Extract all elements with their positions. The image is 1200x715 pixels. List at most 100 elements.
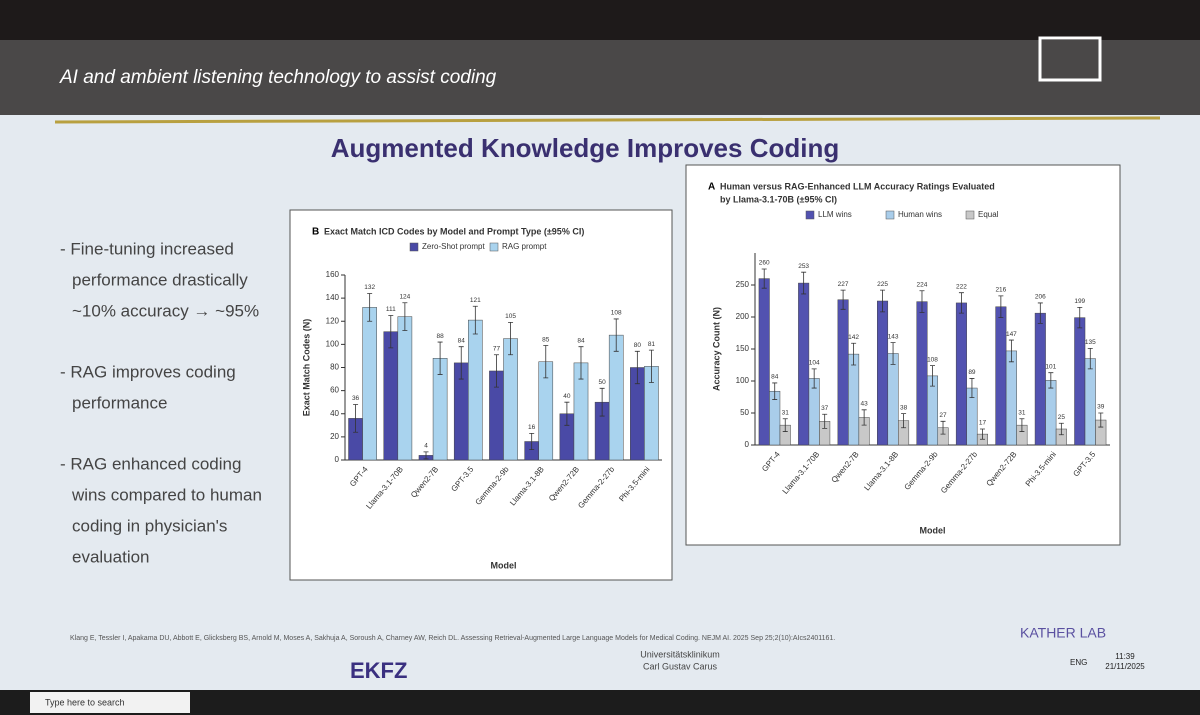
chart-title: by Llama-3.1-70B (±95% CI) [720, 194, 837, 204]
y-axis-label: Exact Match Codes (N) [301, 319, 311, 417]
value-label: 142 [848, 334, 859, 341]
y-tick-label: 0 [335, 455, 340, 464]
error-bar [1058, 422, 1064, 436]
y-tick-label: 60 [330, 386, 339, 395]
chart-panel [685, 164, 1121, 546]
error-bar [648, 349, 654, 383]
error-bar [423, 451, 429, 460]
value-label: 31 [782, 409, 790, 416]
error-bar [890, 342, 896, 365]
panel-letter: A [708, 182, 715, 193]
value-label: 27 [939, 412, 947, 419]
error-bar [998, 295, 1004, 319]
y-tick-label: 100 [326, 339, 340, 348]
value-label: 199 [1074, 298, 1085, 305]
clock-time: 11:39 [1115, 652, 1135, 661]
search-placeholder: Type here to search [45, 697, 125, 707]
chart-title: Exact Match ICD Codes by Model and Promp… [324, 226, 584, 236]
bar [848, 353, 860, 446]
value-label: 111 [386, 306, 396, 313]
bullet-line: performance [72, 393, 167, 412]
value-label: 77 [493, 346, 501, 353]
y-tick-label: 200 [736, 312, 750, 321]
error-bar [493, 354, 499, 388]
legend-swatch [489, 242, 499, 252]
error-bar [919, 290, 925, 313]
value-label: 39 [1097, 404, 1105, 411]
value-label: 121 [470, 297, 481, 304]
room [0, 0, 1200, 40]
bar [1034, 312, 1046, 446]
taskbar [0, 690, 1200, 715]
header-rule [54, 116, 1161, 124]
error-bar [940, 420, 946, 435]
bar [916, 301, 928, 446]
value-label: 104 [809, 360, 820, 367]
value-label: 85 [542, 336, 550, 343]
error-bar [880, 289, 886, 313]
hospital-logo: Carl Gustav Carus [643, 661, 718, 671]
value-label: 81 [648, 341, 656, 348]
value-label: 143 [888, 333, 899, 340]
y-tick-label: 50 [740, 408, 749, 417]
error-bar [851, 342, 857, 366]
value-label: 38 [900, 404, 908, 411]
value-label: 253 [798, 263, 809, 270]
value-label: 43 [861, 401, 869, 408]
y-tick-label: 40 [330, 409, 339, 418]
bar [383, 331, 399, 461]
value-label: 84 [458, 337, 466, 344]
y-tick-label: 80 [330, 363, 339, 372]
error-bar [367, 293, 373, 322]
value-label: 40 [563, 393, 571, 400]
bullet-line: evaluation [72, 547, 150, 566]
value-label: 206 [1035, 294, 1046, 301]
value-label: 105 [505, 313, 516, 320]
error-bar [578, 346, 584, 380]
y-tick-label: 100 [736, 376, 750, 385]
panel-letter: B [312, 227, 319, 238]
error-bar [1037, 302, 1043, 324]
search-box[interactable] [30, 692, 190, 713]
y-tick-label: 250 [736, 280, 750, 289]
value-label: 80 [634, 342, 642, 349]
value-label: 16 [528, 424, 536, 431]
y-tick-label: 140 [326, 293, 340, 302]
bar [468, 319, 483, 461]
value-label: 222 [956, 283, 967, 290]
value-label: 37 [821, 405, 829, 412]
error-bar [782, 418, 788, 432]
bar [1005, 350, 1017, 446]
value-label: 135 [1085, 339, 1096, 346]
error-bar [840, 289, 846, 310]
error-bar [801, 271, 807, 295]
legend-label: Human wins [898, 210, 942, 219]
bar [877, 300, 889, 446]
bullet-line: - Fine-tuning increased [60, 239, 234, 258]
bar [887, 353, 899, 446]
bullet-line: coding in physician's [72, 516, 227, 535]
bullet-line: wins compared to human [71, 485, 262, 504]
value-label: 50 [599, 379, 607, 386]
legend-label: Zero-Shot prompt [422, 242, 485, 251]
error-bar [388, 315, 394, 349]
error-bar [1087, 347, 1093, 370]
error-bar [564, 401, 570, 426]
value-label: 124 [399, 293, 410, 300]
value-label: 132 [364, 284, 375, 291]
value-label: 4 [424, 443, 428, 450]
legend-label: Equal [978, 210, 999, 219]
error-bar [543, 345, 549, 379]
value-label: 36 [352, 395, 360, 402]
clock-date: 21/11/2025 [1105, 662, 1145, 671]
value-label: 84 [771, 374, 779, 381]
error-bar [472, 305, 478, 335]
bar [995, 306, 1007, 446]
bar [362, 307, 377, 461]
legend-swatch [805, 210, 815, 220]
value-label: 84 [577, 337, 585, 344]
value-label: 224 [917, 281, 928, 288]
error-bar [861, 409, 867, 426]
lab-logo: KATHER LAB [1020, 625, 1106, 641]
